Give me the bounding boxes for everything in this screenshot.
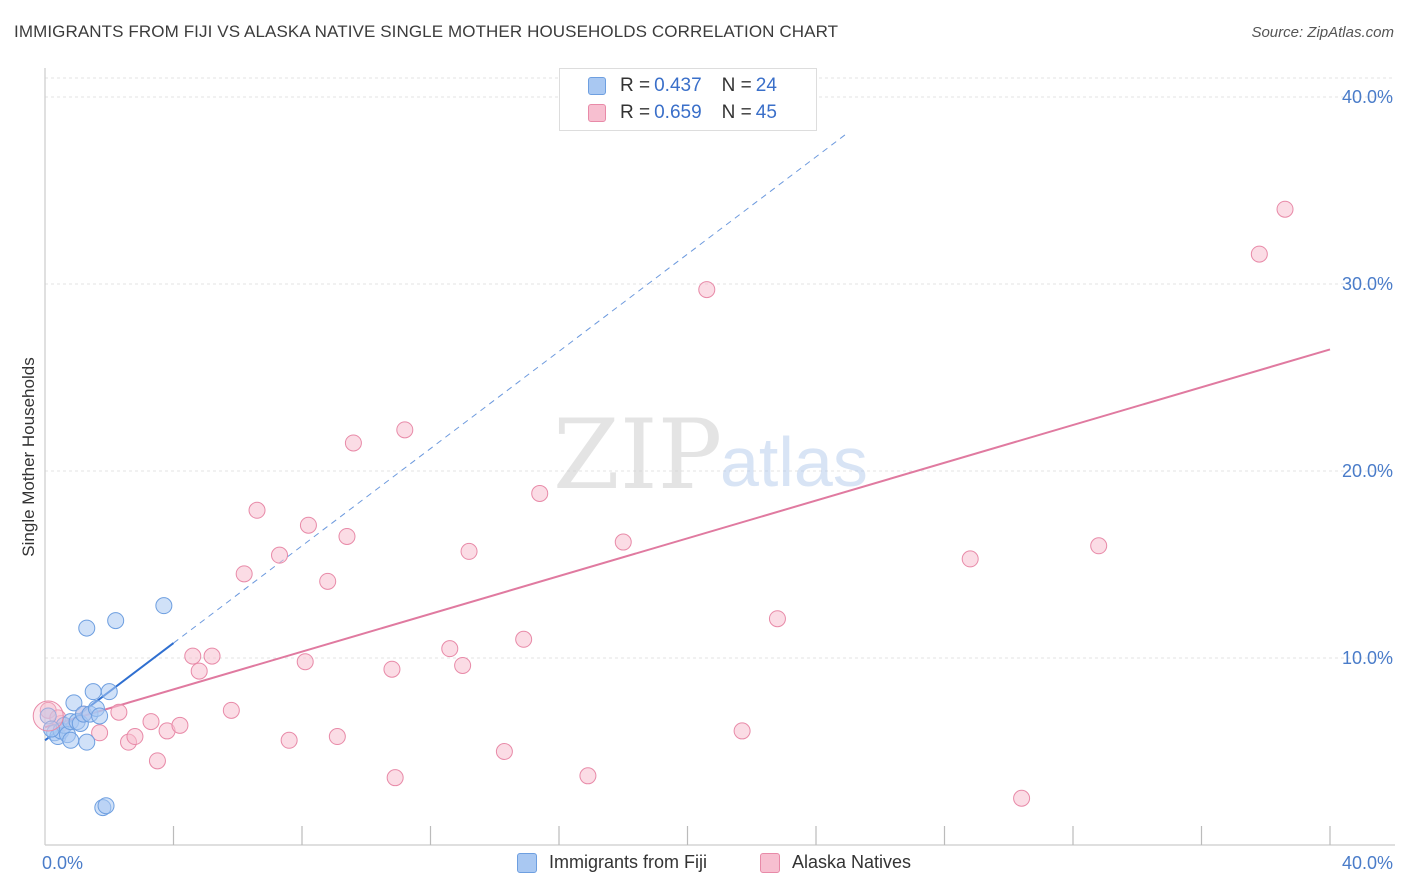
data-point — [1013, 789, 1031, 807]
y-axis-title: Single Mother Households — [19, 357, 38, 556]
x-tick-label: 0.0% — [42, 853, 83, 873]
data-point — [441, 640, 459, 658]
data-point — [148, 752, 166, 770]
data-point — [84, 683, 102, 701]
source-credit: Source: ZipAtlas.com — [1251, 24, 1394, 41]
data-point — [107, 612, 125, 630]
watermark-atlas: atlas — [720, 423, 868, 501]
legend-swatch-alaska — [588, 104, 606, 122]
legend-r-label: R = — [620, 75, 651, 96]
legend-n-value: 24 — [755, 75, 777, 96]
legend-n-value: 45 — [755, 102, 777, 123]
data-point — [515, 630, 533, 648]
data-point — [42, 720, 60, 738]
legend-r-value: 0.659 — [654, 102, 702, 123]
data-point — [386, 769, 404, 787]
data-point — [78, 619, 96, 637]
data-point — [222, 701, 240, 719]
data-point — [126, 728, 144, 746]
x-tick-label: 40.0% — [1342, 853, 1393, 873]
trend-line-dashed — [173, 132, 849, 644]
data-point — [235, 565, 253, 583]
y-tick-label: 40.0% — [1342, 87, 1393, 107]
data-point — [328, 728, 346, 746]
data-point — [961, 550, 979, 568]
data-point — [338, 527, 356, 545]
data-point — [579, 767, 597, 785]
legend-r-value: 0.437 — [654, 75, 702, 96]
data-point — [454, 656, 472, 674]
data-point — [531, 484, 549, 502]
legend-row-alaska: R = 0.659 N = 45 — [588, 100, 777, 126]
legend-n-label: N = — [721, 102, 752, 123]
data-point — [271, 546, 289, 564]
data-point — [171, 716, 189, 734]
data-points — [32, 200, 1294, 817]
legend-swatch-fiji — [517, 852, 537, 873]
data-point — [460, 542, 478, 560]
data-point — [698, 281, 716, 299]
y-tick-label: 20.0% — [1342, 461, 1393, 481]
data-point — [299, 516, 317, 534]
legend-swatch-alaska — [760, 852, 780, 873]
data-point — [110, 703, 128, 721]
data-point — [319, 572, 337, 590]
tick-labels: 10.0% 20.0% 30.0% 40.0% 0.0% 40.0% — [42, 87, 1393, 873]
data-point — [97, 797, 115, 815]
legend-item-alaska[interactable]: Alaska Natives — [760, 852, 911, 873]
watermark-zip: ZIP — [553, 399, 722, 511]
data-point — [1276, 200, 1294, 218]
data-point — [62, 731, 80, 749]
data-point — [91, 707, 109, 725]
legend-row-fiji: R = 0.437 N = 24 — [588, 73, 777, 99]
legend-r-label: R = — [620, 102, 651, 123]
data-point — [78, 733, 96, 751]
data-point — [1250, 245, 1268, 263]
legend-n-label: N = — [721, 75, 752, 96]
data-point — [184, 647, 202, 665]
legend-label-fiji: Immigrants from Fiji — [549, 852, 708, 872]
data-point — [32, 700, 64, 732]
series-legend: Immigrants from Fiji Alaska Natives — [0, 852, 1406, 878]
data-point — [248, 501, 266, 519]
trend-line — [44, 348, 1331, 729]
data-point — [1090, 537, 1108, 555]
data-point — [768, 610, 786, 628]
data-point — [296, 653, 314, 671]
legend-label-alaska: Alaska Natives — [792, 852, 912, 872]
legend-item-fiji[interactable]: Immigrants from Fiji — [517, 852, 707, 873]
y-tick-label: 10.0% — [1342, 648, 1393, 668]
data-point — [280, 731, 298, 749]
y-tick-label: 30.0% — [1342, 274, 1393, 294]
data-point — [91, 724, 109, 742]
data-point — [65, 694, 83, 712]
data-point — [383, 660, 401, 678]
data-point — [155, 597, 173, 615]
stats-legend: R = 0.437 N = 24 R = 0.659 N = 45 — [559, 68, 817, 131]
legend-swatch-fiji — [588, 77, 606, 95]
chart-title: IMMIGRANTS FROM FIJI VS ALASKA NATIVE SI… — [14, 22, 839, 41]
data-point — [142, 713, 160, 731]
data-point — [495, 743, 513, 760]
data-point — [396, 421, 414, 439]
data-point — [203, 647, 221, 665]
data-point — [344, 434, 362, 452]
data-point — [614, 533, 632, 551]
data-point — [190, 662, 208, 680]
data-point — [100, 683, 118, 701]
data-point — [733, 722, 751, 740]
